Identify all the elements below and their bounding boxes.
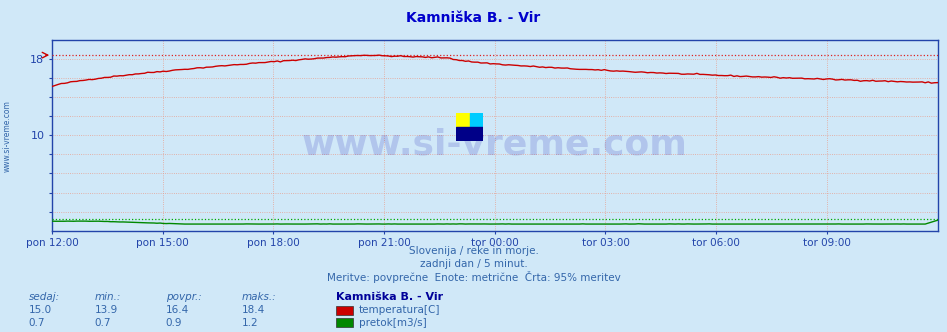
Text: Slovenija / reke in morje.: Slovenija / reke in morje. — [408, 246, 539, 256]
Text: 15.0: 15.0 — [28, 305, 51, 315]
Text: 0.9: 0.9 — [166, 318, 182, 328]
Text: sedaj:: sedaj: — [28, 292, 60, 302]
Text: temperatura[C]: temperatura[C] — [359, 305, 440, 315]
Text: Meritve: povprečne  Enote: metrične  Črta: 95% meritev: Meritve: povprečne Enote: metrične Črta:… — [327, 271, 620, 283]
Bar — [470, 113, 483, 127]
Text: Kamniška B. - Vir: Kamniška B. - Vir — [336, 292, 443, 302]
Text: pretok[m3/s]: pretok[m3/s] — [359, 318, 427, 328]
Text: www.si-vreme.com: www.si-vreme.com — [302, 128, 688, 162]
Text: 16.4: 16.4 — [166, 305, 189, 315]
Text: zadnji dan / 5 minut.: zadnji dan / 5 minut. — [420, 259, 527, 269]
Text: min.:: min.: — [95, 292, 121, 302]
Text: 18.4: 18.4 — [241, 305, 265, 315]
Bar — [456, 113, 470, 127]
Bar — [456, 127, 483, 141]
Text: povpr.:: povpr.: — [166, 292, 202, 302]
Text: www.si-vreme.com: www.si-vreme.com — [3, 100, 12, 172]
Text: maks.:: maks.: — [241, 292, 277, 302]
Text: 1.2: 1.2 — [241, 318, 259, 328]
Text: 0.7: 0.7 — [28, 318, 45, 328]
Text: 0.7: 0.7 — [95, 318, 111, 328]
Text: Kamniška B. - Vir: Kamniška B. - Vir — [406, 11, 541, 25]
Text: 13.9: 13.9 — [95, 305, 118, 315]
